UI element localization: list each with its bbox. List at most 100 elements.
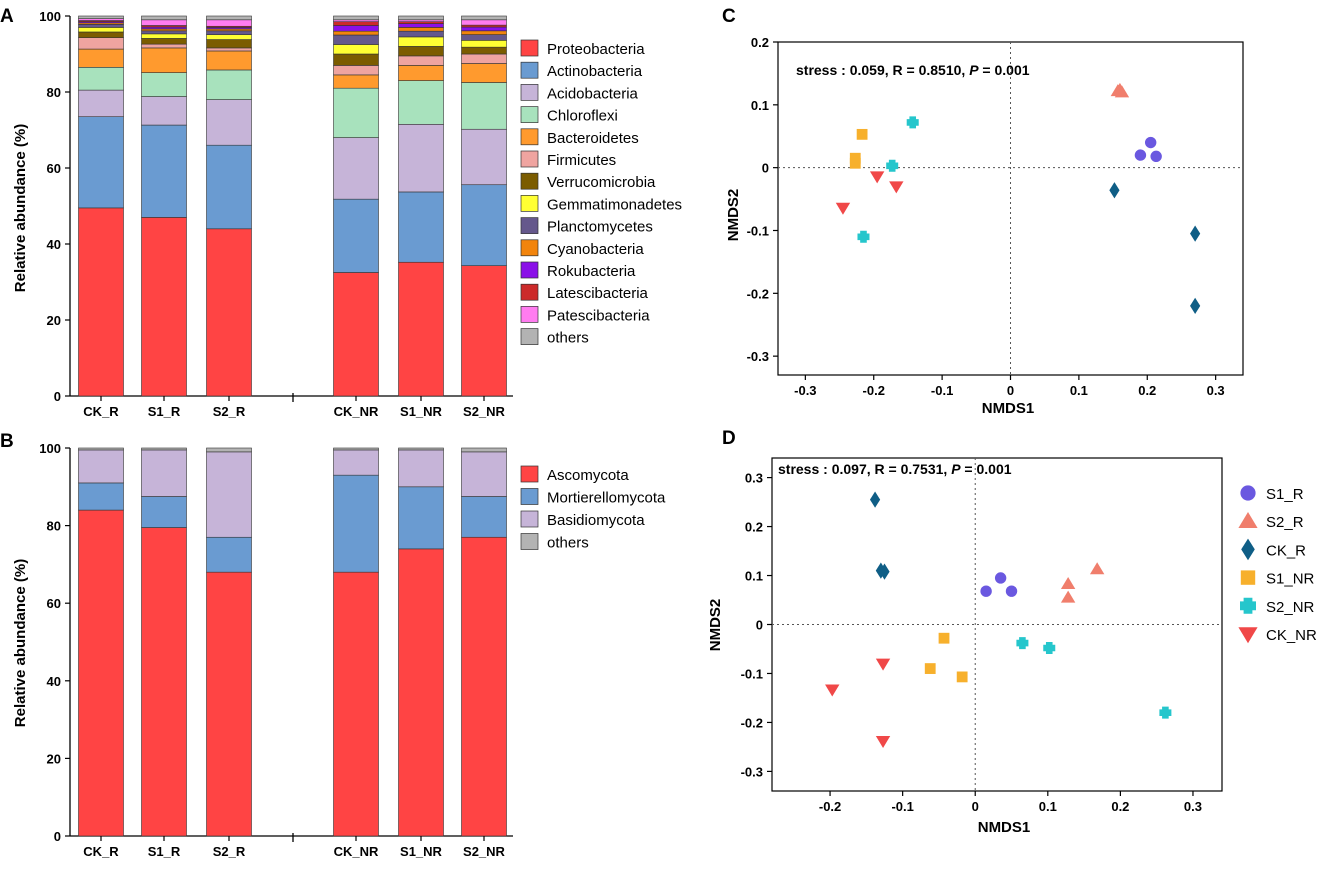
y-tick-label: 100 xyxy=(39,441,61,456)
panel-d-label: D xyxy=(722,428,736,449)
point-square xyxy=(849,157,861,169)
bar-segment xyxy=(78,27,124,33)
x-tick-label: -0.2 xyxy=(819,799,841,814)
bar-segment xyxy=(333,474,379,573)
legend-swatch xyxy=(520,61,539,79)
bar-segment xyxy=(333,137,379,200)
point-circle xyxy=(1150,150,1162,163)
point-triangle-down xyxy=(825,684,840,697)
point-diamond xyxy=(869,491,881,508)
point-triangle-up xyxy=(1060,590,1076,603)
y-tick-label: 0.1 xyxy=(745,569,763,584)
bar-segment xyxy=(141,72,187,97)
bar-segment xyxy=(333,272,379,397)
legend-swatch xyxy=(520,150,539,168)
x-tick-label: 0.3 xyxy=(1184,799,1202,814)
x-tick-label: 0.1 xyxy=(1070,383,1088,398)
legend-swatch xyxy=(520,533,539,550)
bar-segment xyxy=(461,30,507,35)
legend-marker xyxy=(1240,485,1256,501)
bar-segment xyxy=(141,33,187,39)
point-triangle-up xyxy=(1060,576,1076,589)
legend-swatch xyxy=(520,84,539,101)
bar-segment xyxy=(78,24,124,28)
bar-segment xyxy=(461,451,507,497)
y-tick-label: 0.1 xyxy=(751,98,769,113)
legend-swatch xyxy=(520,39,539,57)
y-tick-label: -0.3 xyxy=(741,764,763,779)
point-triangle-down xyxy=(869,171,885,184)
bar-segment xyxy=(78,48,124,68)
x-tick-label: S2_NR xyxy=(463,844,506,859)
x-tick-label: -0.1 xyxy=(931,383,953,398)
point-plus xyxy=(857,230,870,243)
y-tick-label: -0.2 xyxy=(741,715,763,730)
panel-d-annotation: stress : 0.097, R = 0.7531, P = 0.001 xyxy=(778,461,1012,477)
y-tick-label: -0.3 xyxy=(747,349,769,364)
point-triangle-up xyxy=(1112,82,1128,95)
legend-label: Firmicutes xyxy=(547,152,616,169)
legend-swatch xyxy=(520,217,539,234)
bar-segment xyxy=(141,15,187,21)
legend-label: S1_NR xyxy=(1266,571,1315,588)
bar-segment xyxy=(78,15,124,19)
point-plus xyxy=(1159,706,1172,719)
point-plus xyxy=(1016,637,1029,650)
y-tick-label: 0 xyxy=(54,389,61,404)
point-diamond xyxy=(1190,297,1201,314)
point-plus xyxy=(906,116,919,129)
bar-segment xyxy=(141,527,187,837)
bar-segment xyxy=(141,47,187,73)
point-plus xyxy=(886,159,899,172)
bar-segment xyxy=(141,449,187,497)
legend-swatch xyxy=(520,128,539,146)
point-square xyxy=(856,128,868,140)
x-tick-label: S2_R xyxy=(213,404,246,419)
bar-segment xyxy=(398,548,444,837)
legend-swatch xyxy=(520,239,539,257)
legend-label: Verrucomicrobia xyxy=(547,174,656,191)
bar-segment xyxy=(398,447,444,451)
bar-segment xyxy=(78,89,124,117)
point-triangle-down xyxy=(875,735,891,748)
x-tick-label: CK_R xyxy=(83,404,119,419)
bar-segment xyxy=(206,39,252,49)
bar-segment xyxy=(206,50,252,71)
bar-segment xyxy=(333,15,379,21)
bar-segment xyxy=(141,447,187,451)
bar-segment xyxy=(461,46,507,55)
x-tick-label: 0.1 xyxy=(1039,799,1057,814)
y-tick-label: 40 xyxy=(47,674,61,689)
bar-segment xyxy=(398,191,444,263)
bar-segment xyxy=(461,82,507,130)
bar-segment xyxy=(398,27,444,32)
x-tick-label: -0.1 xyxy=(891,799,913,814)
y-tick-label: 40 xyxy=(47,237,61,252)
legend-label: Basidiomycota xyxy=(547,512,645,529)
legend-swatch xyxy=(520,328,539,345)
bar-segment xyxy=(333,21,379,26)
bar-segment xyxy=(461,26,507,32)
bar-segment xyxy=(398,65,444,81)
bar-segment xyxy=(398,30,444,38)
point-square xyxy=(956,671,968,683)
bar-segment xyxy=(398,449,444,488)
legend-swatch xyxy=(520,283,539,301)
bar-segment xyxy=(206,34,252,40)
bar-segment xyxy=(206,447,252,453)
panel-c-ylabel: NMDS2 xyxy=(725,189,742,242)
x-tick-label: 0.2 xyxy=(1111,799,1129,814)
legend-marker xyxy=(1240,570,1256,585)
x-tick-label: S2_NR xyxy=(463,404,506,419)
legend-label: CK_R xyxy=(1266,542,1306,559)
panel-a-ylabel: Relative abundance (%) xyxy=(12,124,29,292)
x-tick-label: -0.3 xyxy=(794,383,816,398)
bar-segment xyxy=(333,30,379,36)
x-tick-label: S1_NR xyxy=(400,404,443,419)
bar-segment xyxy=(461,447,507,453)
point-triangle-down xyxy=(875,658,891,671)
legend-swatch xyxy=(520,306,539,323)
bar-segment xyxy=(141,496,187,528)
bar-segment xyxy=(141,30,187,35)
